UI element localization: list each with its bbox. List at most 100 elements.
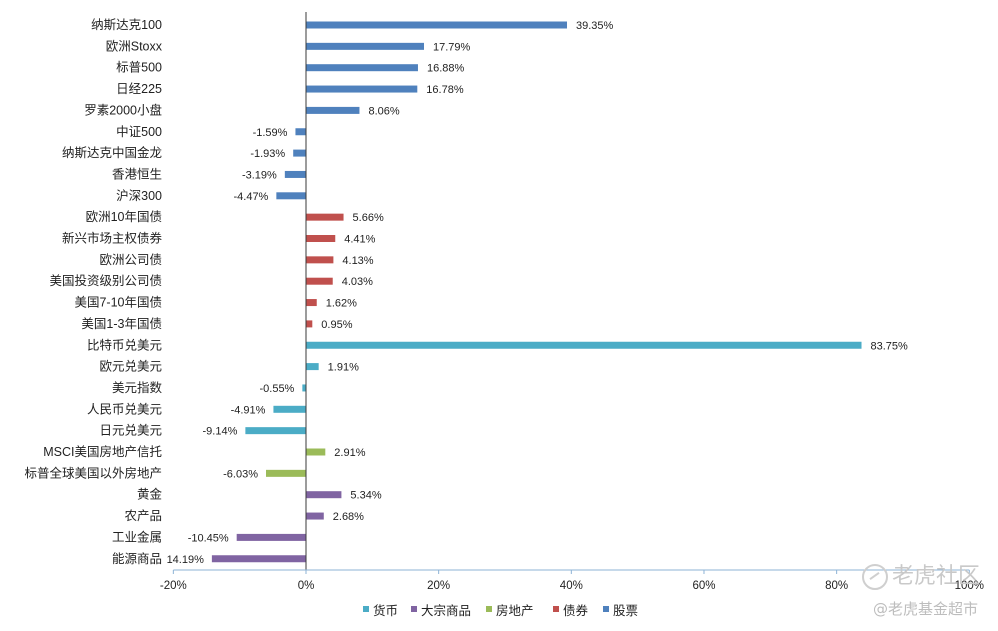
legend-swatch [363, 606, 369, 612]
value-label: 4.03% [342, 276, 373, 288]
value-label: -3.19% [242, 169, 277, 181]
bar [302, 384, 306, 392]
category-label: 美国投资级别公司债 [49, 273, 162, 288]
legend-label: 货币 [373, 603, 398, 618]
bar [306, 363, 319, 371]
bar [306, 299, 317, 307]
bar [306, 85, 418, 93]
category-label: 纳斯达克100 [91, 18, 162, 32]
category-label: 美国7-10年国债 [74, 296, 162, 310]
bar [306, 448, 326, 456]
category-label: 香港恒生 [112, 167, 162, 181]
bar [276, 192, 306, 200]
legend-swatch [603, 606, 609, 612]
category-label: 比特币兑美元 [87, 337, 162, 352]
category-label: 新兴市场主权债券 [62, 231, 163, 246]
x-tick-label: 20% [427, 580, 450, 592]
value-label: 5.34% [350, 490, 381, 502]
category-label: 中证500 [116, 124, 162, 139]
value-label: 16.78% [426, 84, 464, 96]
category-label: 欧洲Stoxx [106, 39, 163, 53]
category-label: 美元指数 [112, 380, 163, 395]
legend-label: 大宗商品 [421, 603, 471, 618]
value-label: 2.68% [333, 511, 364, 523]
bar [236, 533, 306, 541]
value-label: -0.55% [259, 383, 294, 395]
value-label: 8.06% [368, 105, 399, 117]
x-tick-label: 80% [825, 580, 848, 592]
bar [273, 405, 306, 413]
value-label: -1.59% [253, 127, 288, 139]
axes-layer: -20% 0% 20% 40% 60% 80% 100% [160, 12, 984, 592]
value-label: 17.79% [433, 41, 471, 53]
category-label: 人民币兑美元 [87, 402, 162, 416]
bar [306, 213, 344, 221]
value-label: 16.88% [427, 63, 465, 75]
bar [245, 427, 306, 435]
x-tick-label: 40% [560, 580, 583, 592]
watermark-handle: @老虎基金超市 [872, 600, 978, 618]
value-label: 4.41% [344, 234, 375, 246]
legend-label: 股票 [613, 604, 638, 618]
bar [306, 277, 333, 285]
value-label: 4.13% [342, 255, 373, 267]
value-label: -1.93% [250, 148, 285, 160]
bar [306, 320, 313, 328]
legend-label: 债券 [563, 603, 589, 618]
watermark-logo: 老虎社区 [861, 558, 980, 590]
category-label: 罗素2000小盘 [84, 102, 162, 117]
x-tick-label: 60% [692, 580, 715, 592]
legend-label: 房地产 [496, 603, 534, 618]
category-label: 欧元兑美元 [99, 360, 162, 374]
category-label: 欧洲公司债 [99, 253, 162, 267]
bar [306, 256, 334, 264]
legend-swatch [553, 606, 559, 612]
category-label: 沪深300 [116, 189, 162, 203]
bar [293, 149, 306, 157]
value-label: 5.66% [353, 212, 384, 224]
value-label: 83.75% [871, 340, 909, 352]
category-label: 工业金属 [112, 529, 162, 544]
category-label: MSCI美国房地产信托 [43, 444, 162, 459]
bars-layer [211, 21, 862, 563]
bar [306, 341, 862, 349]
value-label: 2.91% [334, 447, 365, 459]
category-label: 标普500 [116, 61, 162, 75]
bar [284, 170, 306, 178]
bar [306, 21, 568, 29]
tiger-community-icon [861, 564, 888, 590]
x-tick-label: -20% [160, 580, 187, 592]
category-label: 日元兑美元 [99, 424, 162, 438]
value-labels: 39.35% 17.79% 16.88% 16.78% 8.06% -1.59% -1.93… [167, 20, 908, 566]
value-label: 39.35% [576, 20, 614, 32]
value-label: -6.03% [223, 468, 258, 480]
value-label: -4.91% [231, 404, 266, 416]
legend-swatch [486, 606, 492, 612]
category-label: 美国1-3年国债 [81, 317, 162, 331]
value-label: -4.47% [233, 191, 268, 203]
legend: 货币 大宗商品 房地产 债券 股票 [363, 603, 638, 618]
value-label: -9.14% [203, 426, 238, 438]
value-label: 1.91% [328, 362, 359, 374]
category-label: 欧洲10年国债 [86, 210, 162, 224]
bar [306, 491, 342, 499]
bar [266, 469, 306, 477]
x-tick-label: 100% [955, 580, 984, 592]
category-label: 标普全球美国以外房地产 [24, 465, 162, 480]
value-label: 14.19% [167, 554, 205, 566]
category-label: 能源商品 [112, 551, 162, 566]
category-label: 纳斯达克中国金龙 [62, 145, 162, 160]
category-label: 黄金 [137, 487, 163, 502]
bar [306, 106, 360, 114]
bar [295, 128, 306, 136]
bar [211, 555, 306, 563]
category-label: 日经225 [116, 82, 162, 96]
bar [306, 512, 324, 520]
category-label: 农产品 [124, 509, 162, 523]
value-label: 1.62% [326, 298, 357, 310]
value-label: -10.45% [188, 532, 229, 544]
x-tick-label: 0% [298, 580, 315, 592]
bar [306, 42, 425, 50]
